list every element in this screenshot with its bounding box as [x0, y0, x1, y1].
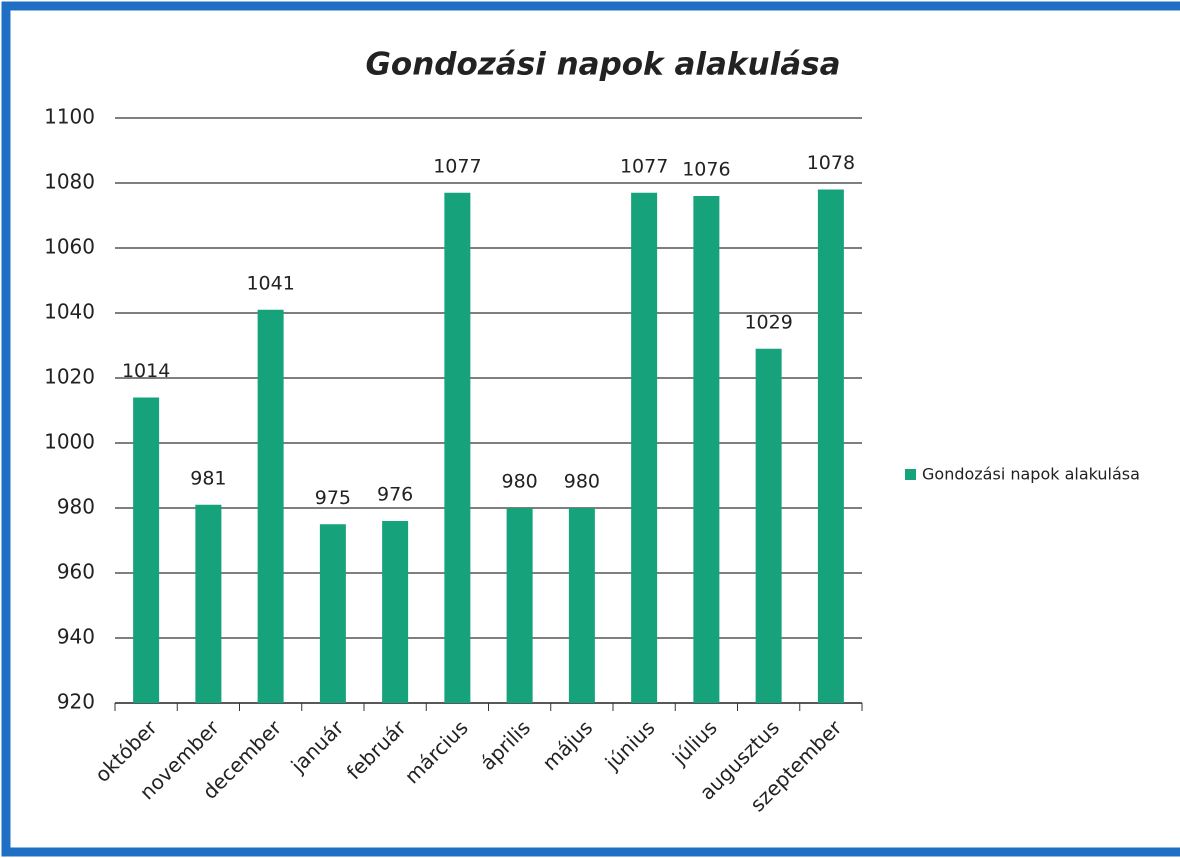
- data-label: 976: [377, 484, 413, 506]
- chart-title: Gondozási napok alakulása: [365, 47, 840, 83]
- y-tick-label: 1020: [44, 365, 95, 389]
- bar: [693, 196, 720, 703]
- legend-label: Gondozási napok alakulása: [922, 465, 1140, 484]
- bar: [195, 504, 222, 703]
- x-tick-label: április: [475, 715, 535, 775]
- bar: [568, 508, 595, 703]
- bar: [817, 189, 844, 703]
- y-tick-label: 1080: [44, 170, 95, 194]
- x-tick-label: május: [538, 715, 598, 775]
- x-tick-label: július: [667, 715, 722, 770]
- y-tick-label: 1060: [44, 235, 95, 259]
- x-tick-label: január: [286, 715, 349, 778]
- x-tick-label: március: [400, 715, 473, 788]
- x-tick-label: február: [342, 715, 411, 784]
- y-tick-label: 1100: [44, 105, 95, 129]
- bar: [382, 521, 409, 703]
- data-label: 1041: [246, 272, 294, 294]
- x-tick-label: június: [600, 715, 660, 775]
- y-tick-label: 940: [57, 625, 95, 649]
- bar: [319, 524, 346, 703]
- bar: [444, 192, 471, 703]
- y-tick-label: 1000: [44, 430, 95, 454]
- data-label: 1076: [682, 159, 730, 181]
- bar: [257, 309, 284, 703]
- data-label: 1014: [122, 360, 170, 382]
- data-label: 975: [315, 487, 351, 509]
- legend-swatch: [905, 469, 916, 480]
- y-tick-label: 980: [57, 495, 95, 519]
- data-label: 1077: [620, 155, 668, 177]
- y-tick-label: 1040: [44, 300, 95, 324]
- bar: [133, 397, 160, 703]
- data-label: 981: [190, 467, 226, 489]
- data-label: 1077: [433, 155, 481, 177]
- data-label: 980: [564, 471, 600, 493]
- data-label: 1078: [807, 152, 855, 174]
- bar: [506, 508, 533, 703]
- bar: [631, 192, 658, 703]
- y-tick-label: 960: [57, 560, 95, 584]
- data-label: 1029: [744, 311, 792, 333]
- bar: [755, 348, 782, 703]
- data-label: 980: [501, 471, 537, 493]
- y-tick-label: 920: [57, 690, 95, 714]
